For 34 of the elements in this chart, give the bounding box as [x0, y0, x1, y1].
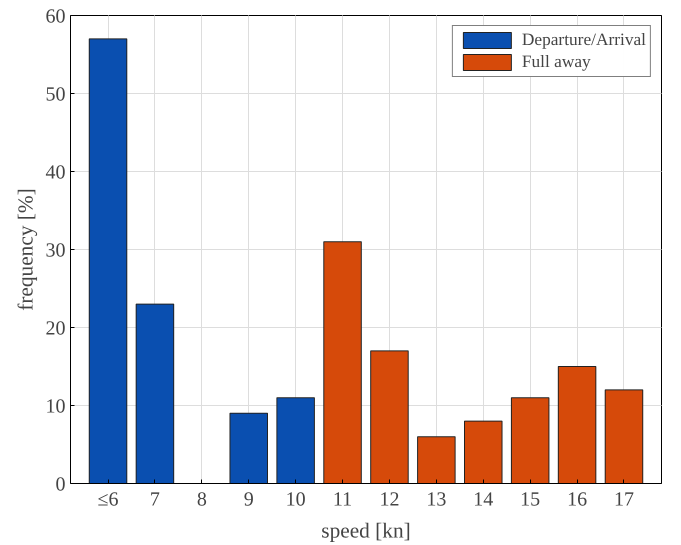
legend-label: Full away — [522, 52, 591, 72]
x-tick-label: 16 — [567, 488, 588, 510]
bar — [417, 436, 456, 484]
bar — [604, 389, 644, 484]
bar — [510, 397, 550, 484]
bar — [558, 366, 596, 484]
x-tick-label: 14 — [473, 488, 494, 510]
x-axis-title: speed [kn] — [321, 518, 411, 542]
bar — [88, 38, 128, 484]
bar — [136, 304, 174, 484]
y-tick-label: 10 — [46, 396, 66, 418]
y-tick-label: 20 — [46, 318, 66, 340]
bar — [276, 397, 315, 484]
x-tick-label: 17 — [614, 488, 634, 510]
x-tick-label: 13 — [426, 488, 446, 510]
legend-label: Departure/Arrival — [522, 30, 646, 50]
bar — [323, 241, 362, 484]
y-tick-label: 60 — [46, 6, 66, 28]
x-tick-label: 15 — [520, 488, 540, 510]
y-tick-label: 0 — [56, 474, 66, 496]
y-tick-label: 50 — [46, 84, 66, 106]
y-tick-label: 30 — [46, 240, 66, 262]
x-tick-label: ≤6 — [98, 488, 119, 510]
bar — [370, 350, 409, 484]
x-tick-label: 10 — [286, 488, 306, 510]
x-tick-label: 8 — [196, 488, 207, 510]
y-axis-title: frequency [%] — [14, 188, 38, 311]
y-tick-label: 40 — [46, 162, 66, 184]
bar — [464, 420, 503, 484]
x-tick-label: 11 — [332, 488, 352, 510]
x-tick-label: 9 — [244, 488, 254, 510]
x-tick-label: 7 — [150, 488, 160, 510]
bar — [229, 412, 268, 484]
x-tick-label: 12 — [379, 488, 400, 510]
